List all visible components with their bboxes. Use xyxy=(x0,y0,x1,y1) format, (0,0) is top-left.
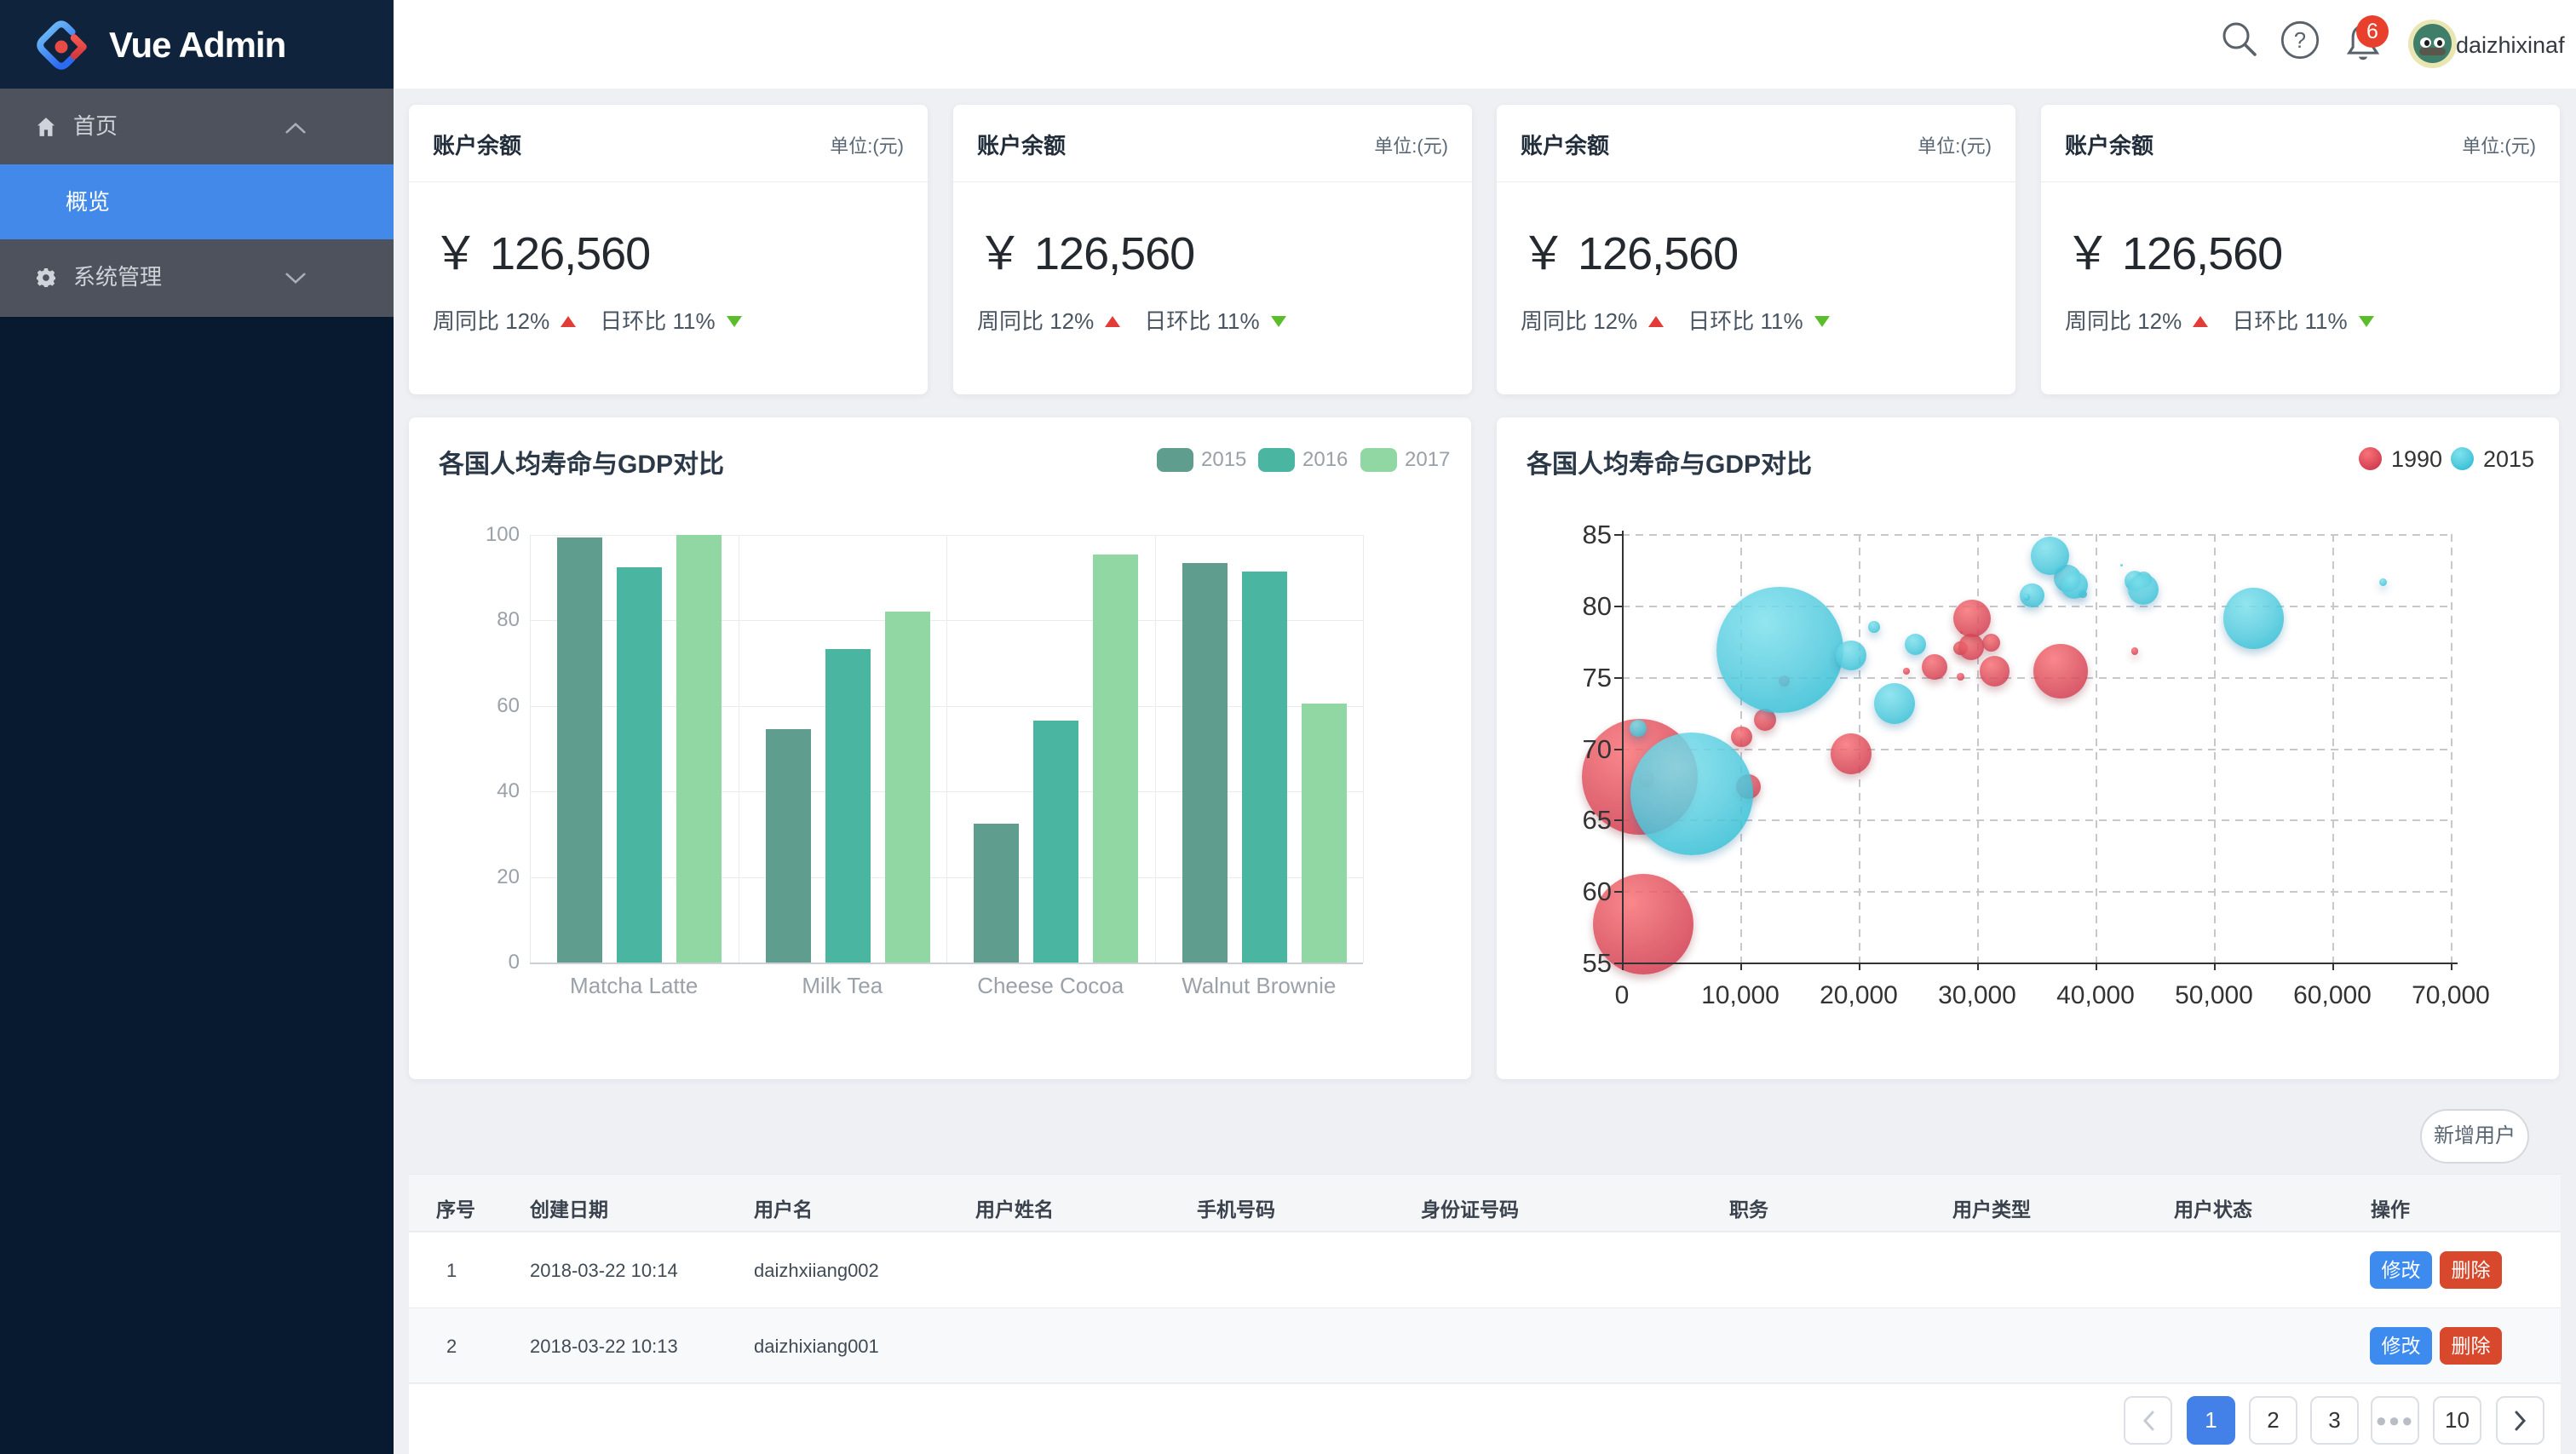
svg-text:?: ? xyxy=(2294,29,2306,53)
